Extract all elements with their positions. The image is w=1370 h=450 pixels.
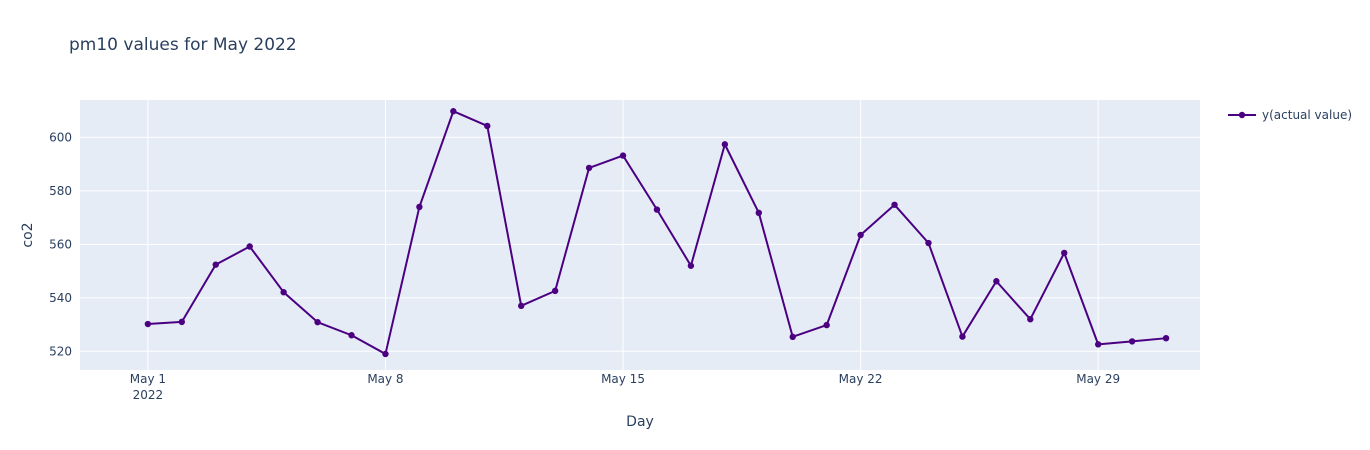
data-point (551, 287, 559, 295)
data-point (585, 164, 593, 172)
data-point (1162, 334, 1170, 342)
data-point (755, 209, 762, 217)
x-axis-ticks: May 1 2022 May 8 May 15 May 22 May 29 (130, 372, 1120, 402)
data-point (450, 108, 457, 115)
data-point (619, 152, 627, 159)
data-point (789, 333, 796, 341)
data-point (857, 231, 864, 239)
x-tick-label: May 22 (839, 372, 883, 386)
y-tick-label: 520 (49, 344, 72, 358)
x-tick-sublabel: 2022 (133, 388, 164, 402)
data-point (653, 206, 661, 213)
x-axis-title: Day (626, 414, 654, 430)
data-point (925, 239, 932, 247)
data-point (1128, 338, 1136, 345)
data-point (993, 278, 1000, 285)
x-tick-label: May 1 (130, 372, 166, 386)
legend-label: y(actual value) (1262, 108, 1352, 122)
series-layer (144, 108, 1170, 358)
y-tick-label: 600 (49, 130, 72, 144)
data-point (959, 333, 966, 340)
y-axis-ticks: 520 540 560 580 600 (49, 130, 72, 358)
data-point (280, 289, 287, 296)
data-point (212, 261, 219, 268)
x-tick-label: May 29 (1076, 372, 1120, 386)
data-point (484, 122, 491, 130)
data-point (518, 302, 525, 310)
data-point (178, 318, 186, 326)
y-tick-label: 540 (49, 291, 72, 305)
data-point (144, 320, 152, 328)
y-tick-label: 560 (49, 237, 72, 251)
data-point (721, 141, 729, 148)
data-point (1027, 316, 1034, 323)
data-point (416, 203, 423, 211)
data-point (1094, 341, 1102, 348)
data-point (314, 318, 321, 326)
data-point (891, 201, 898, 208)
chart-title: pm10 values for May 2022 (69, 35, 297, 55)
y-tick-label: 580 (49, 184, 72, 198)
data-point (823, 321, 830, 329)
data-point (246, 243, 253, 250)
legend[interactable]: y(actual value) (1228, 108, 1352, 122)
data-point (348, 332, 355, 339)
data-point (1061, 249, 1068, 257)
x-tick-label: May 8 (367, 372, 403, 386)
legend-marker-icon (1238, 111, 1246, 119)
y-axis-title: co2 (20, 222, 36, 247)
x-tick-label: May 15 (601, 372, 645, 386)
data-point (687, 262, 695, 269)
data-point (382, 350, 389, 358)
y-gridlines (80, 136, 1200, 352)
plot-area (80, 100, 1200, 370)
